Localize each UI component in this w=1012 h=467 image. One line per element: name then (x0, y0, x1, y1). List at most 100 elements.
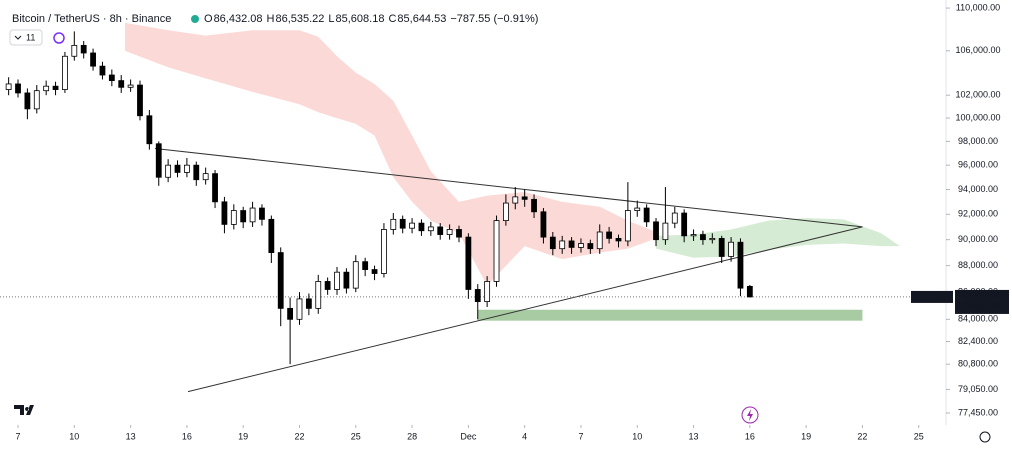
x-tick-label: 25 (914, 431, 924, 441)
candle-body (343, 271, 350, 289)
y-tick-label: 90,000.00 (958, 234, 998, 244)
x-tick-label: 19 (801, 431, 811, 441)
y-tick-label: 92,000.00 (958, 209, 998, 219)
candle-body (287, 307, 294, 320)
x-tick-label: 10 (69, 431, 79, 441)
x-tick-label: 4 (522, 431, 527, 441)
change: −787.55 (−0.91%) (450, 13, 538, 25)
candle-body (493, 220, 500, 282)
candle-body (549, 236, 556, 250)
candle-body (15, 83, 21, 94)
candle-body (230, 210, 237, 225)
symbol-tag (911, 290, 953, 303)
alert-icon[interactable] (741, 406, 759, 424)
candle-body (127, 84, 134, 88)
alert-ring (741, 406, 759, 424)
candle-body (418, 222, 425, 232)
candle-body (709, 237, 716, 241)
x-tick-label: 13 (689, 431, 699, 441)
y-tick-label: 110,000.00 (956, 2, 1000, 12)
settings[interactable] (979, 431, 991, 443)
candle-body (559, 240, 566, 250)
candle-body (456, 229, 462, 238)
candle-body (681, 212, 688, 237)
trendline (154, 147, 863, 228)
candle-body (728, 241, 734, 257)
price-tag (955, 289, 1009, 314)
y-tick-label: 82,400.00 (958, 336, 998, 346)
candle-body (427, 226, 434, 232)
candle-body (90, 52, 96, 67)
ohlc-value: 86,535.22 (275, 13, 324, 25)
header: Bitcoin / TetherUS · 8h · Binance O 86,43… (9, 13, 538, 46)
x-tick-label: 28 (407, 431, 417, 441)
candle-body (193, 164, 200, 181)
candle-body (268, 218, 275, 253)
logo (14, 405, 34, 415)
candle-body (409, 222, 415, 229)
candle-body (305, 298, 312, 309)
candle-body (653, 221, 659, 241)
candle-body (437, 226, 444, 235)
candle-body (446, 229, 453, 235)
candle-body (531, 198, 537, 213)
countdown: 04:28:29 (964, 301, 999, 311)
candle-body (540, 211, 547, 238)
chevron (14, 35, 22, 40)
candle-body (99, 65, 106, 76)
candle-body (259, 207, 265, 220)
x-tick-label: 19 (238, 431, 248, 441)
candle-body (718, 237, 725, 257)
candle-body (249, 207, 256, 223)
x-tick-label: 22 (857, 431, 867, 441)
ohlc-key: H (267, 13, 275, 25)
candle-body (690, 234, 697, 237)
indicator-toggle[interactable] (9, 29, 43, 46)
candle-body (43, 85, 50, 92)
candle-body (381, 229, 387, 274)
ohlc: O 86,432.08 H 86,535.22 L 85,608.18 C 85,644.53… (204, 13, 538, 25)
y-tick-label: 94,000.00 (958, 184, 998, 194)
x-tick-label: Dec (460, 431, 477, 441)
candle-body (137, 84, 143, 117)
cloud (124, 22, 657, 286)
candle-body (315, 281, 322, 309)
y-tick-label: 84,000.00 (958, 314, 998, 324)
replay-icon[interactable] (53, 32, 65, 44)
candle-body (324, 281, 331, 290)
y-tick-label: 106,000.00 (955, 45, 1000, 55)
x-tick-label: 16 (745, 431, 755, 441)
y-tick-label: 80,800.00 (958, 359, 998, 369)
last-price-label: 85,644.53 (962, 290, 1002, 300)
candle-body (296, 298, 303, 320)
status-dot (191, 15, 199, 23)
y-tick-label: 100,000.00 (955, 112, 1000, 122)
candle-body (484, 281, 491, 302)
candle-body (503, 202, 509, 221)
tv-logo (14, 405, 34, 415)
alert-bolt (747, 409, 753, 421)
candle-body (521, 196, 528, 200)
candle-body (334, 271, 340, 290)
candle-body (474, 289, 481, 302)
candle-body (183, 164, 190, 173)
x-tick-label: 13 (126, 431, 136, 441)
candle-body (352, 261, 359, 289)
indicator-count: 11 (26, 32, 35, 42)
plot-area (0, 22, 945, 393)
candle-body (80, 44, 87, 54)
ohlc-value: 86,432.08 (214, 13, 263, 25)
ohlc-key: O (204, 13, 213, 25)
candle-body (662, 222, 669, 241)
symbol-label: BTCUSDT (911, 291, 954, 301)
candle-body (146, 115, 153, 145)
y-tick-label: 79,050.00 (958, 384, 998, 394)
candle-body (671, 212, 678, 224)
candle-body (362, 261, 369, 270)
candle-body (587, 243, 594, 250)
symbol: Bitcoin / TetherUS · 8h · Binance (12, 13, 171, 25)
ohlc-key: C (388, 13, 396, 25)
candle-body (277, 252, 284, 309)
candle-body (700, 234, 706, 241)
candle-body (568, 240, 575, 248)
